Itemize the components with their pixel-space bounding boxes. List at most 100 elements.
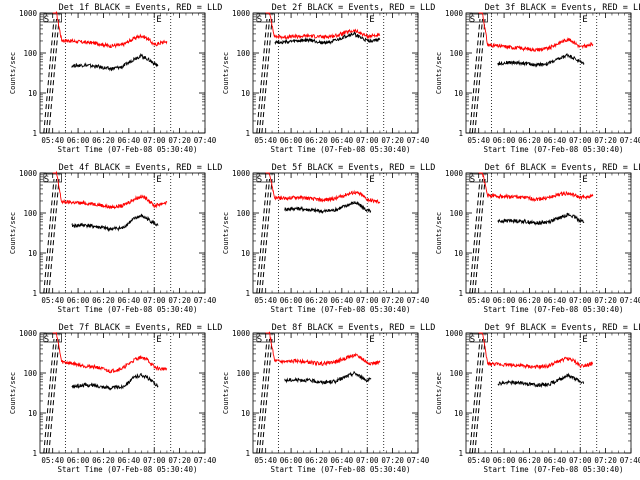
y-tick-label: 100 — [449, 369, 463, 378]
panel-det-2: Det 2f BLACK = Events, RED = LLD 1 10 100 10… — [222, 3, 435, 154]
events-series-line — [71, 52, 159, 72]
end-marker-label: E — [156, 175, 161, 185]
x-tick-label: 06:40 — [544, 296, 567, 305]
y-tick-label: 1 — [32, 129, 37, 138]
x-tick-label: 06:40 — [118, 456, 141, 465]
start-bracket — [469, 333, 488, 343]
x-tick-label: 06:40 — [331, 456, 354, 465]
y-tick-label: 100 — [23, 49, 37, 58]
x-tick-label: 05:40 — [41, 296, 64, 305]
panel-title: Det 4f BLACK = Events, RED = LLD — [59, 163, 223, 173]
x-tick-label: 06:00 — [493, 296, 516, 305]
x-axis-label: Start Time (07-Feb-08 05:30:40) — [58, 305, 198, 314]
x-axis-label: Start Time (07-Feb-08 05:30:40) — [271, 465, 411, 474]
x-tick-label: 07:40 — [620, 456, 640, 465]
x-tick-label: 07:00 — [356, 456, 379, 465]
panel-title: Det 3f BLACK = Events, RED = LLD — [485, 3, 640, 13]
panel-det-3: Det 3f BLACK = Events, RED = LLD 1 10 100 10… — [435, 3, 640, 154]
x-tick-label: 06:00 — [493, 136, 516, 145]
interval-boundary-line — [474, 18, 486, 134]
y-tick-label: 1 — [245, 289, 250, 298]
y-axis-label: Counts/sec — [435, 52, 443, 94]
panel-title: Det 1f BLACK = Events, RED = LLD — [59, 3, 223, 13]
lld-series-line — [265, 331, 381, 367]
y-tick-label: 10 — [454, 249, 464, 258]
lld-series-line — [265, 172, 381, 204]
x-tick-label: 07:40 — [620, 136, 640, 145]
x-tick-label: 07:20 — [168, 136, 191, 145]
interval-boundary-line — [258, 178, 270, 294]
y-tick-label: 100 — [23, 209, 37, 218]
x-tick-label: 07:00 — [143, 136, 166, 145]
y-tick-label: 1000 — [19, 329, 38, 338]
y-tick-label: 1000 — [445, 329, 464, 338]
y-tick-label: 10 — [28, 249, 38, 258]
x-tick-label: 06:20 — [92, 136, 115, 145]
lld-series-line — [478, 12, 594, 53]
lld-series-line — [478, 172, 594, 203]
interval-boundary-line — [258, 18, 270, 134]
lld-series-line — [52, 170, 168, 210]
panel-title: Det 9f BLACK = Events, RED = LLD — [485, 323, 640, 333]
y-tick-label: 10 — [454, 89, 464, 98]
end-marker-label: E — [369, 175, 374, 185]
x-tick-label: 06:40 — [331, 296, 354, 305]
events-series-line — [284, 370, 372, 385]
x-tick-label: 07:20 — [381, 456, 404, 465]
x-tick-label: 07:00 — [143, 296, 166, 305]
y-tick-label: 100 — [449, 209, 463, 218]
interval-boundary-line — [43, 178, 55, 294]
start-marker-label: S — [470, 335, 475, 345]
events-series-line — [497, 53, 585, 68]
x-tick-label: 07:00 — [569, 136, 592, 145]
panel-det-5: Det 5f BLACK = Events, RED = LLD 1 10 100 10… — [222, 163, 435, 314]
x-tick-label: 06:40 — [331, 136, 354, 145]
lld-series-line — [52, 332, 168, 374]
interval-boundary-line — [261, 18, 273, 134]
x-axis-label: Start Time (07-Feb-08 05:30:40) — [484, 305, 624, 314]
interval-boundary-line — [261, 338, 273, 454]
x-tick-label: 06:20 — [518, 296, 541, 305]
plot-frame — [252, 12, 419, 134]
interval-boundary-line — [258, 338, 270, 454]
x-tick-label: 05:40 — [467, 296, 490, 305]
end-marker-label: E — [582, 175, 587, 185]
interval-boundary-line — [469, 178, 481, 294]
interval-boundary-line — [474, 178, 486, 294]
start-bracket — [43, 13, 62, 23]
start-bracket — [256, 333, 275, 343]
y-tick-label: 1 — [32, 289, 37, 298]
plot-frame — [252, 332, 419, 454]
panel-title: Det 5f BLACK = Events, RED = LLD — [272, 163, 436, 173]
x-tick-label: 07:40 — [194, 456, 217, 465]
x-tick-label: 05:40 — [467, 456, 490, 465]
x-axis-label: Start Time (07-Feb-08 05:30:40) — [484, 145, 624, 154]
y-tick-label: 1 — [458, 449, 463, 458]
y-axis-label: Counts/sec — [9, 52, 17, 94]
y-tick-label: 10 — [241, 89, 251, 98]
lld-series-line — [52, 11, 168, 49]
x-tick-label: 06:40 — [118, 136, 141, 145]
interval-boundary-line — [471, 338, 483, 454]
x-tick-label: 07:00 — [356, 136, 379, 145]
y-tick-label: 1000 — [232, 169, 251, 178]
panel-det-4: Det 4f BLACK = Events, RED = LLD 1 10 100 10… — [9, 163, 222, 314]
x-tick-label: 05:40 — [254, 136, 277, 145]
panel-title: Det 8f BLACK = Events, RED = LLD — [272, 323, 436, 333]
events-series-line — [71, 213, 159, 233]
y-axis-label: Counts/sec — [9, 372, 17, 414]
y-tick-label: 10 — [28, 89, 38, 98]
interval-boundary-line — [261, 178, 273, 294]
x-tick-label: 07:00 — [569, 296, 592, 305]
x-tick-label: 07:00 — [143, 456, 166, 465]
x-tick-label: 07:40 — [194, 136, 217, 145]
interval-boundary-line — [48, 338, 60, 454]
lld-series-line — [265, 12, 381, 40]
start-bracket — [256, 13, 275, 23]
x-tick-label: 06:40 — [544, 136, 567, 145]
end-marker-label: E — [156, 335, 161, 345]
start-marker-label: S — [44, 335, 49, 345]
x-tick-label: 07:00 — [356, 296, 379, 305]
end-marker-label: E — [582, 335, 587, 345]
x-tick-label: 05:40 — [41, 136, 64, 145]
